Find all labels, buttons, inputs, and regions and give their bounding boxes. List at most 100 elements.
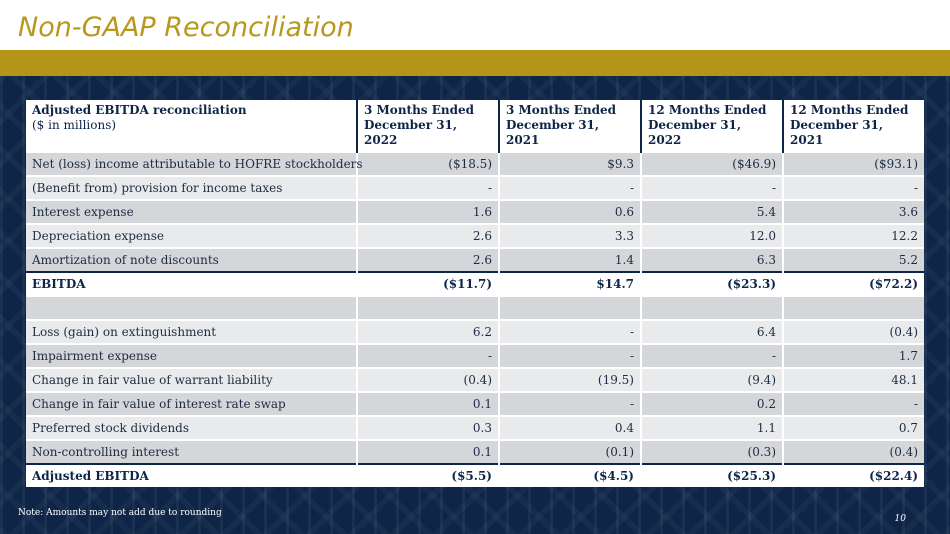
column-header-line2: December 31, 2021 xyxy=(790,118,884,147)
table-row: Change in fair value of interest rate sw… xyxy=(26,391,924,416)
row-value: 48.1 xyxy=(783,367,924,392)
row-value: 2.6 xyxy=(357,247,500,272)
row-label: Interest expense xyxy=(26,199,358,224)
table-row: Impairment expense - - - 1.7 xyxy=(26,343,924,368)
row-value: (0.1) xyxy=(499,439,642,464)
column-header-line2: December 31, 2022 xyxy=(364,118,458,147)
row-value: ($93.1) xyxy=(783,151,924,176)
row-value: - xyxy=(499,175,642,200)
row-value: 1.6 xyxy=(357,199,500,224)
row-value: 5.4 xyxy=(641,199,784,224)
row-label: (Benefit from) provision for income taxe… xyxy=(26,175,358,200)
table-row: Amortization of note discounts 2.6 1.4 6… xyxy=(26,247,924,272)
header-label-main: Adjusted EBITDA reconciliation xyxy=(32,103,247,117)
row-label: Amortization of note discounts xyxy=(26,247,358,272)
row-label: Preferred stock dividends xyxy=(26,415,358,440)
row-value: 1.7 xyxy=(783,343,924,368)
row-value xyxy=(357,295,500,320)
row-value: (0.3) xyxy=(641,439,784,464)
column-header: 12 Months Ended December 31, 2022 xyxy=(641,100,784,152)
row-value: ($18.5) xyxy=(357,151,500,176)
row-value: - xyxy=(641,175,784,200)
row-value: 2.6 xyxy=(357,223,500,248)
column-header-line1: 12 Months Ended xyxy=(790,103,909,117)
row-value: $14.7 xyxy=(499,271,642,296)
table-row: (Benefit from) provision for income taxe… xyxy=(26,175,924,200)
row-value: 3.3 xyxy=(499,223,642,248)
table-row: Preferred stock dividends 0.3 0.4 1.1 0.… xyxy=(26,415,924,440)
row-value: 1.4 xyxy=(499,247,642,272)
page-title: Non-GAAP Reconciliation xyxy=(18,12,354,43)
row-label: Loss (gain) on extinguishment xyxy=(26,319,358,344)
row-value: 0.7 xyxy=(783,415,924,440)
header-label-cell: Adjusted EBITDA reconciliation ($ in mil… xyxy=(26,100,358,152)
row-value: ($11.7) xyxy=(357,271,500,296)
row-value: 12.2 xyxy=(783,223,924,248)
ebitda-reconciliation-table: Adjusted EBITDA reconciliation ($ in mil… xyxy=(26,100,924,487)
column-header: 12 Months Ended December 31, 2021 xyxy=(783,100,924,152)
table-row-adjusted-ebitda: Adjusted EBITDA ($5.5) ($4.5) ($25.3) ($… xyxy=(26,463,924,487)
column-header-line1: 3 Months Ended xyxy=(364,103,475,117)
row-value: (0.4) xyxy=(783,439,924,464)
row-value: 0.1 xyxy=(357,391,500,416)
row-value: ($22.4) xyxy=(783,463,924,487)
row-value: 12.0 xyxy=(641,223,784,248)
table-row: Change in fair value of warrant liabilit… xyxy=(26,367,924,392)
row-value: - xyxy=(641,343,784,368)
table-row-spacer xyxy=(26,295,924,320)
row-label: Impairment expense xyxy=(26,343,358,368)
row-value: ($46.9) xyxy=(641,151,784,176)
row-label: Adjusted EBITDA xyxy=(26,463,358,487)
row-value: 1.1 xyxy=(641,415,784,440)
row-value: 5.2 xyxy=(783,247,924,272)
header-label-sub: ($ in millions) xyxy=(32,118,117,132)
row-value: ($23.3) xyxy=(641,271,784,296)
row-value: 6.3 xyxy=(641,247,784,272)
row-label: EBITDA xyxy=(26,271,358,296)
row-value: ($25.3) xyxy=(641,463,784,487)
row-value: 0.1 xyxy=(357,439,500,464)
column-header-line2: December 31, 2022 xyxy=(648,118,742,147)
column-header-line2: December 31, 2021 xyxy=(506,118,600,147)
row-value: - xyxy=(783,175,924,200)
row-value: ($72.2) xyxy=(783,271,924,296)
row-value: 0.2 xyxy=(641,391,784,416)
title-accent-bar xyxy=(0,50,950,76)
row-value: (19.5) xyxy=(499,367,642,392)
column-header: 3 Months Ended December 31, 2021 xyxy=(499,100,642,152)
column-header-line1: 3 Months Ended xyxy=(506,103,617,117)
row-label: Depreciation expense xyxy=(26,223,358,248)
row-value: 6.4 xyxy=(641,319,784,344)
row-value: 6.2 xyxy=(357,319,500,344)
row-value: - xyxy=(357,175,500,200)
row-value: $9.3 xyxy=(499,151,642,176)
row-value: ($5.5) xyxy=(357,463,500,487)
row-label: Net (loss) income attributable to HOFRE … xyxy=(26,151,363,176)
row-value xyxy=(641,295,784,320)
row-label xyxy=(26,295,358,320)
row-value: 3.6 xyxy=(783,199,924,224)
row-value: ($4.5) xyxy=(499,463,642,487)
row-value: (0.4) xyxy=(783,319,924,344)
row-value: - xyxy=(357,343,500,368)
table-header-row: Adjusted EBITDA reconciliation ($ in mil… xyxy=(26,100,924,152)
footnote: Note: Amounts may not add due to roundin… xyxy=(18,508,222,518)
row-value: 0.3 xyxy=(357,415,500,440)
table-row: Non-controlling interest 0.1 (0.1) (0.3)… xyxy=(26,439,924,464)
column-header: 3 Months Ended December 31, 2022 xyxy=(357,100,500,152)
table-row: Loss (gain) on extinguishment 6.2 - 6.4 … xyxy=(26,319,924,344)
page-number: 10 xyxy=(894,514,906,524)
row-label: Non-controlling interest xyxy=(26,439,358,464)
row-value: - xyxy=(499,391,642,416)
table-row: Depreciation expense 2.6 3.3 12.0 12.2 xyxy=(26,223,924,248)
row-value: (9.4) xyxy=(641,367,784,392)
row-label: Change in fair value of interest rate sw… xyxy=(26,391,358,416)
row-value xyxy=(783,295,924,320)
row-value: 0.4 xyxy=(499,415,642,440)
table-row-ebitda: EBITDA ($11.7) $14.7 ($23.3) ($72.2) xyxy=(26,271,924,296)
row-value: - xyxy=(783,391,924,416)
table-row: Net (loss) income attributable to HOFRE … xyxy=(26,151,924,176)
row-value: (0.4) xyxy=(357,367,500,392)
row-label: Change in fair value of warrant liabilit… xyxy=(26,367,358,392)
row-value: - xyxy=(499,343,642,368)
